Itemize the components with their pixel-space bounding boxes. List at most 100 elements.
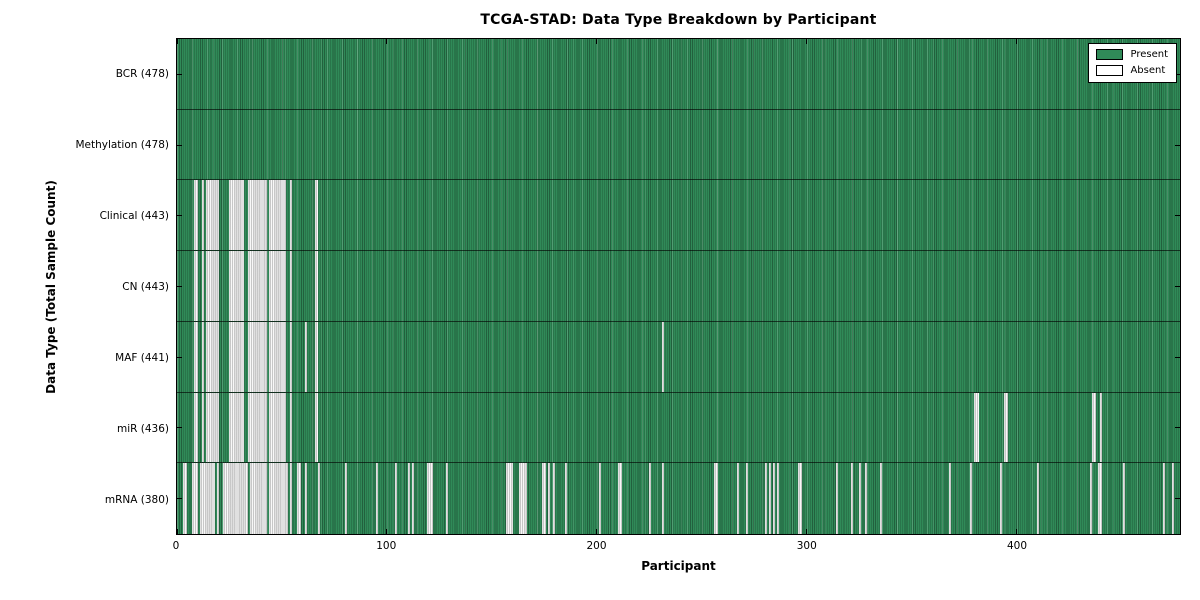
absent-stripe: [519, 463, 528, 534]
row-band-bcr: [177, 39, 1180, 110]
absent-stripe: [290, 463, 293, 534]
absent-stripe: [1171, 463, 1174, 534]
ytick-label-clinical: Clinical (443): [99, 209, 169, 222]
absent-stripe: [598, 463, 601, 534]
absent-stripe: [315, 180, 318, 251]
absent-stripe: [248, 321, 268, 392]
xtick-mark: [176, 529, 178, 534]
absent-stripe: [395, 463, 398, 534]
xtick-label-300: 300: [796, 540, 817, 552]
xtick-mark: [805, 529, 807, 534]
absent-stripe: [193, 392, 198, 463]
absent-stripe: [229, 251, 245, 321]
absent-stripe: [202, 321, 205, 392]
legend-entry-absent: Absent: [1096, 65, 1168, 76]
absent-stripe: [269, 321, 287, 392]
absent-stripe: [193, 180, 198, 251]
ytick-label-maf: MAF (441): [115, 351, 169, 364]
absent-stripe: [183, 463, 188, 534]
chart-title: TCGA-STAD: Data Type Breakdown by Partic…: [480, 12, 877, 28]
absent-stripe: [506, 463, 513, 534]
absent-stripe: [772, 463, 776, 534]
ytick-mark: [177, 356, 182, 358]
absent-stripe: [290, 321, 293, 392]
absent-stripe: [229, 321, 245, 392]
legend: Present Absent: [1088, 43, 1177, 83]
xtick-mark: [596, 529, 598, 534]
absent-stripe: [193, 251, 198, 321]
xtick-mark: [1015, 39, 1017, 44]
row-band-mrna: [177, 463, 1180, 534]
absent-stripe: [661, 321, 664, 392]
absent-stripe: [269, 180, 287, 251]
absent-stripe: [202, 392, 205, 463]
absent-stripe: [191, 463, 198, 534]
absent-stripe: [714, 463, 719, 534]
legend-label-absent: Absent: [1130, 64, 1166, 76]
absent-stripe: [315, 321, 318, 392]
absent-stripe: [407, 463, 410, 534]
row-band-clinical: [177, 180, 1180, 252]
absent-stripe: [649, 463, 652, 534]
absent-stripe: [745, 463, 748, 534]
absent-stripe: [269, 392, 287, 463]
absent-stripe: [248, 392, 268, 463]
ytick-mark: [1175, 286, 1180, 287]
absent-stripe: [206, 251, 219, 321]
absent-stripe: [1123, 463, 1126, 534]
absent-stripe: [248, 251, 268, 321]
absent-stripe: [216, 463, 219, 534]
absent-stripe: [764, 463, 767, 534]
ytick-mark: [1175, 427, 1180, 429]
ytick-label-bcr: BCR (478): [115, 67, 169, 80]
absent-stripe: [879, 463, 883, 534]
xtick-mark: [596, 39, 598, 44]
ytick-mark: [177, 427, 182, 429]
absent-stripe: [206, 180, 219, 251]
absent-stripe: [229, 180, 245, 251]
absent-stripe: [223, 463, 249, 534]
legend-entry-present: Present: [1096, 49, 1168, 60]
absent-stripe: [999, 463, 1002, 534]
absent-stripe: [798, 463, 803, 534]
ytick-mark: [177, 73, 182, 75]
absent-stripe: [661, 463, 664, 534]
absent-stripe: [315, 392, 318, 463]
absent-stripe: [248, 180, 268, 251]
row-band-methylation: [177, 109, 1180, 181]
absent-stripe: [304, 321, 308, 392]
absent-stripe: [445, 463, 448, 534]
absent-stripe: [290, 180, 293, 251]
xtick-label-400: 400: [1006, 540, 1028, 552]
absent-stripe: [344, 463, 347, 534]
absent-stripe: [552, 463, 555, 534]
ytick-mark: [1175, 144, 1180, 146]
absent-stripe: [1098, 463, 1103, 534]
absent-stripe: [1037, 463, 1040, 534]
plot-area: Present Absent: [176, 38, 1181, 535]
absent-stripe: [1003, 392, 1008, 463]
absent-stripe: [290, 392, 293, 463]
xtick-label-200: 200: [586, 540, 607, 552]
absent-stripe: [850, 463, 853, 534]
ytick-label-methylation: Methylation (478): [75, 138, 169, 151]
xtick-mark: [1015, 529, 1017, 534]
absent-stripe: [304, 463, 308, 534]
legend-label-present: Present: [1130, 48, 1168, 60]
xtick-label-100: 100: [376, 540, 397, 552]
absent-stripe: [835, 463, 838, 534]
ytick-mark: [1175, 498, 1180, 500]
row-band-cn: [177, 251, 1180, 322]
absent-stripe: [737, 463, 740, 534]
ytick-label-mrna: mRNA (380): [104, 493, 169, 506]
row-band-maf: [177, 321, 1180, 393]
absent-stripe: [1091, 392, 1097, 463]
absent-stripe: [865, 463, 868, 534]
xtick-mark: [805, 39, 807, 44]
legend-swatch-absent-icon: [1096, 65, 1124, 76]
row-band-mir: [177, 392, 1180, 464]
absent-stripe: [412, 463, 415, 534]
ytick-mark: [1175, 215, 1180, 217]
ytick-mark: [177, 286, 182, 287]
